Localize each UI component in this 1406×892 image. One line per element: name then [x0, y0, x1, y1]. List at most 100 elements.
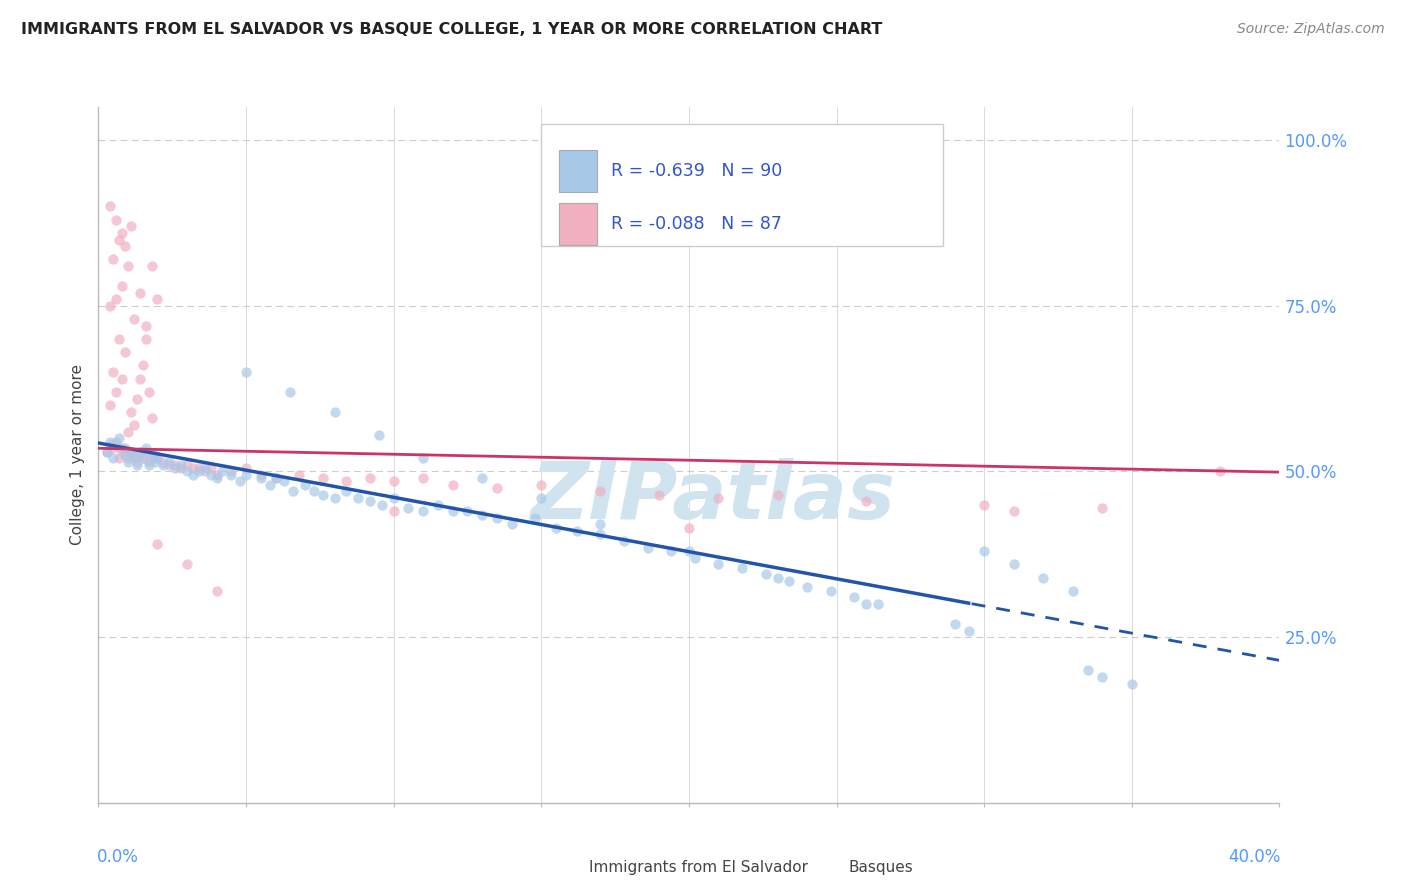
Point [1002, 558, 1025, 572]
Text: ZIPatlas: ZIPatlas [530, 458, 896, 536]
Point [678, 544, 700, 558]
Point [111, 442, 134, 456]
Point [146, 451, 169, 466]
Point [778, 574, 800, 588]
Point [278, 384, 302, 399]
Point [335, 475, 357, 489]
Point [1091, 670, 1114, 684]
Point [181, 467, 204, 482]
Point [613, 534, 636, 549]
Point [105, 292, 128, 306]
Point [122, 312, 145, 326]
Point [707, 558, 730, 572]
Point [103, 451, 125, 466]
Point [141, 448, 163, 462]
Point [146, 292, 169, 306]
Point [165, 458, 187, 472]
Point [122, 418, 145, 433]
Point [382, 475, 405, 489]
Point [205, 583, 228, 598]
Point [855, 494, 877, 508]
Point [165, 461, 187, 475]
Point [135, 444, 157, 458]
Point [637, 541, 659, 555]
Point [120, 444, 142, 458]
Point [111, 226, 134, 240]
Point [766, 488, 789, 502]
Point [371, 498, 394, 512]
Point [176, 558, 198, 572]
Point [441, 477, 464, 491]
Point [273, 475, 295, 489]
Point [211, 465, 233, 479]
Point [96, 444, 118, 458]
Point [589, 517, 612, 532]
Bar [547, 858, 581, 877]
Point [396, 500, 419, 515]
Point [796, 581, 818, 595]
Point [678, 521, 700, 535]
Point [294, 477, 316, 491]
Point [501, 517, 523, 532]
Point [111, 444, 134, 458]
Point [117, 451, 139, 466]
Point [250, 471, 273, 485]
Text: IMMIGRANTS FROM EL SALVADOR VS BASQUE COLLEGE, 1 YEAR OR MORE CORRELATION CHART: IMMIGRANTS FROM EL SALVADOR VS BASQUE CO… [21, 22, 883, 37]
Text: R = -0.088   N = 87: R = -0.088 N = 87 [612, 215, 782, 234]
Bar [541, 124, 943, 246]
Point [152, 454, 174, 468]
Point [259, 477, 281, 491]
Bar [807, 858, 841, 877]
Point [117, 454, 139, 468]
Point [755, 567, 778, 582]
Point [176, 458, 198, 472]
Point [1091, 500, 1114, 515]
Point [122, 451, 145, 466]
Point [125, 458, 148, 472]
Point [108, 233, 131, 247]
Point [382, 504, 405, 518]
Text: Source: ZipAtlas.com: Source: ZipAtlas.com [1237, 22, 1385, 37]
Point [138, 384, 160, 399]
Point [973, 544, 995, 558]
Point [114, 239, 136, 253]
Point [235, 461, 257, 475]
Point [855, 597, 877, 611]
Point [471, 471, 494, 485]
Point [141, 451, 163, 466]
Point [200, 461, 222, 475]
Point [103, 365, 125, 379]
Point [264, 471, 287, 485]
Point [530, 477, 553, 491]
Point [312, 471, 335, 485]
Point [359, 494, 381, 508]
Point [359, 471, 381, 485]
Point [105, 438, 128, 452]
Point [157, 458, 180, 472]
Point [565, 524, 588, 538]
Point [1209, 465, 1232, 479]
Point [235, 365, 257, 379]
Point [844, 591, 866, 605]
Point [200, 467, 222, 482]
Point [486, 481, 509, 495]
Point [143, 448, 166, 462]
Point [120, 444, 142, 458]
Point [122, 448, 145, 462]
Point [194, 461, 217, 475]
Point [170, 461, 193, 475]
Point [132, 451, 155, 466]
Point [108, 431, 131, 445]
Point [412, 471, 434, 485]
Point [486, 511, 509, 525]
Point [456, 504, 478, 518]
Point [766, 570, 789, 584]
Point [283, 484, 305, 499]
Point [1077, 663, 1099, 677]
Point [125, 454, 148, 468]
Point [105, 384, 128, 399]
Point [288, 467, 311, 482]
Point [114, 442, 136, 456]
Point [120, 219, 142, 234]
Point [866, 597, 889, 611]
